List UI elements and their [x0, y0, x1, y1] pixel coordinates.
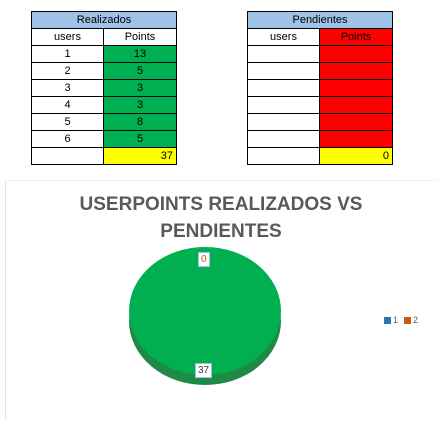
points-header[interactable]: Points — [102, 28, 178, 46]
table-row — [247, 130, 394, 148]
data-label[interactable]: 37 — [195, 363, 213, 378]
legend[interactable]: 1 2 — [384, 315, 418, 325]
points-cell[interactable] — [318, 79, 394, 97]
chart-title[interactable]: USERPOINTS REALIZADOS VS PENDIENTES — [79, 194, 363, 242]
total-label-cell[interactable] — [247, 147, 320, 165]
points-cell[interactable] — [318, 113, 394, 131]
points-header[interactable]: Points — [318, 28, 394, 46]
user-cell[interactable] — [247, 113, 320, 131]
user-cell[interactable] — [247, 96, 320, 114]
points-cell[interactable] — [318, 45, 394, 63]
total-row: 37 — [31, 147, 178, 165]
realizados-title[interactable]: Realizados — [30, 11, 178, 29]
points-cell[interactable] — [318, 96, 394, 114]
user-cell[interactable] — [247, 62, 320, 80]
users-header[interactable]: users — [247, 28, 320, 46]
legend-item[interactable]: 1 — [384, 315, 398, 325]
table-row: 1 13 — [31, 45, 178, 63]
pie-slice[interactable] — [129, 247, 281, 375]
chart-area[interactable]: USERPOINTS REALIZADOS VS PENDIENTES 0 37… — [5, 180, 438, 419]
user-cell[interactable] — [247, 130, 320, 148]
points-cell[interactable]: 5 — [102, 130, 178, 148]
table-row — [247, 45, 394, 63]
table-row — [247, 62, 394, 80]
legend-item[interactable]: 2 — [404, 315, 418, 325]
points-cell[interactable]: 3 — [102, 96, 178, 114]
table-row — [247, 113, 394, 131]
total-row: 0 — [247, 147, 394, 165]
total-cell[interactable]: 0 — [318, 147, 394, 165]
user-cell[interactable] — [247, 45, 320, 63]
user-cell[interactable]: 1 — [31, 45, 104, 63]
legend-swatch-icon — [384, 316, 391, 324]
table-row — [247, 96, 394, 114]
legend-swatch-icon — [404, 316, 412, 324]
user-cell[interactable] — [247, 79, 320, 97]
user-cell[interactable]: 2 — [31, 62, 104, 80]
points-cell[interactable]: 13 — [102, 45, 178, 63]
table-row — [247, 79, 394, 97]
users-header[interactable]: users — [31, 28, 104, 46]
points-cell[interactable]: 8 — [102, 113, 178, 131]
pie-chart[interactable] — [6, 181, 438, 419]
points-cell[interactable] — [318, 130, 394, 148]
user-cell[interactable]: 6 — [31, 130, 104, 148]
legend-label: 2 — [413, 315, 419, 325]
data-label[interactable]: 0 — [198, 252, 210, 267]
points-cell[interactable]: 5 — [102, 62, 178, 80]
user-cell[interactable]: 4 — [31, 96, 104, 114]
legend-label: 1 — [393, 315, 399, 325]
points-cell[interactable]: 3 — [102, 79, 178, 97]
pendientes-table: Pendientes users Points 0 — [246, 11, 394, 165]
user-cell[interactable]: 3 — [31, 79, 104, 97]
user-cell[interactable]: 5 — [31, 113, 104, 131]
pendientes-title[interactable]: Pendientes — [246, 11, 394, 29]
total-cell[interactable]: 37 — [102, 147, 178, 165]
total-label-cell[interactable] — [31, 147, 104, 165]
points-cell[interactable] — [318, 62, 394, 80]
